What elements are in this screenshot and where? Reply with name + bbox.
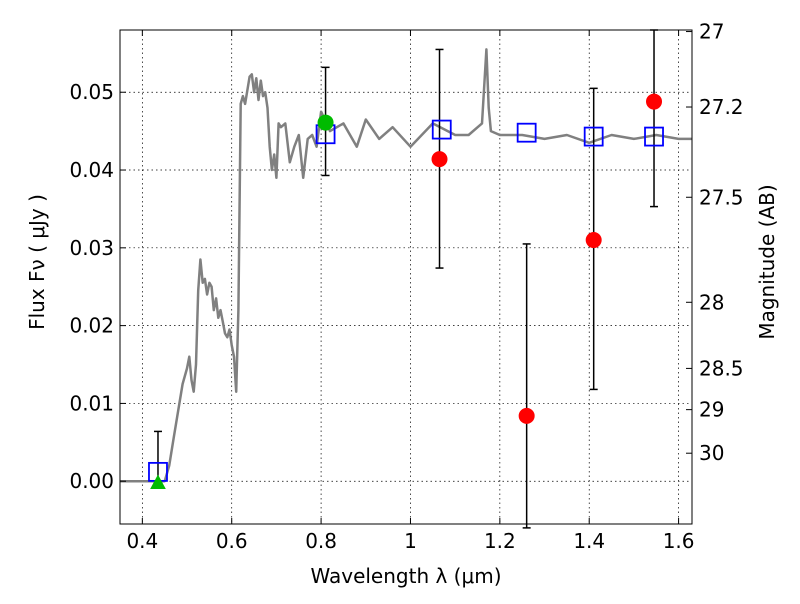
right-tick-label: 27.5 bbox=[699, 185, 744, 209]
error-layer bbox=[153, 29, 659, 529]
model-square-point bbox=[644, 126, 664, 147]
model-square-point bbox=[431, 119, 452, 140]
right-tick-label: 28 bbox=[699, 290, 724, 314]
observed-point bbox=[585, 232, 602, 249]
x-tick-label: 1.6 bbox=[663, 529, 695, 553]
right-tick-label: 30 bbox=[699, 441, 724, 465]
right-tick-label: 29 bbox=[699, 398, 724, 422]
tick-layer: 0.4 0.6 0.8 1 1.2 1.4 1.6 0.00 0.01 0.02 0.03 0.04 0… bbox=[69, 20, 743, 553]
right-tick-label: 27 bbox=[699, 20, 724, 44]
plot-frame bbox=[119, 29, 693, 525]
model-square-point bbox=[583, 126, 604, 147]
marker-layer bbox=[148, 93, 664, 490]
x-tick-label: 1.2 bbox=[484, 529, 516, 553]
right-tick-label: 27.2 bbox=[699, 95, 744, 119]
y-tick-label: 0.03 bbox=[69, 236, 114, 260]
y-tick-label: 0.00 bbox=[69, 469, 114, 493]
x-tick-label: 0.6 bbox=[216, 529, 248, 553]
x-tick-label: 0.4 bbox=[126, 529, 158, 553]
template-layer bbox=[120, 48, 692, 483]
x-axis-label: Wavelength λ (μm) bbox=[310, 564, 501, 588]
green-triangle-point bbox=[150, 474, 166, 490]
y-tick-label: 0.02 bbox=[69, 314, 114, 338]
green-circle-point bbox=[317, 114, 334, 131]
x-tick-label: 1 bbox=[404, 529, 417, 553]
x-tick-label: 1.4 bbox=[573, 529, 605, 553]
model-square-point bbox=[516, 122, 537, 143]
y-tick-label: 0.05 bbox=[69, 80, 114, 104]
y-axis-label-left: Flux Fν ( μJy ) bbox=[25, 194, 49, 330]
y-tick-label: 0.01 bbox=[69, 391, 114, 415]
observed-point bbox=[431, 151, 448, 168]
y-axis-label-right: Magnitude (AB) bbox=[755, 184, 779, 339]
observed-point bbox=[518, 407, 535, 424]
observed-point bbox=[646, 93, 663, 110]
right-tick-label: 28.5 bbox=[699, 356, 744, 380]
x-tick-label: 0.8 bbox=[305, 529, 337, 553]
y-tick-label: 0.04 bbox=[69, 158, 114, 182]
grid-layer bbox=[120, 30, 692, 524]
template-spectrum-line bbox=[120, 48, 692, 483]
